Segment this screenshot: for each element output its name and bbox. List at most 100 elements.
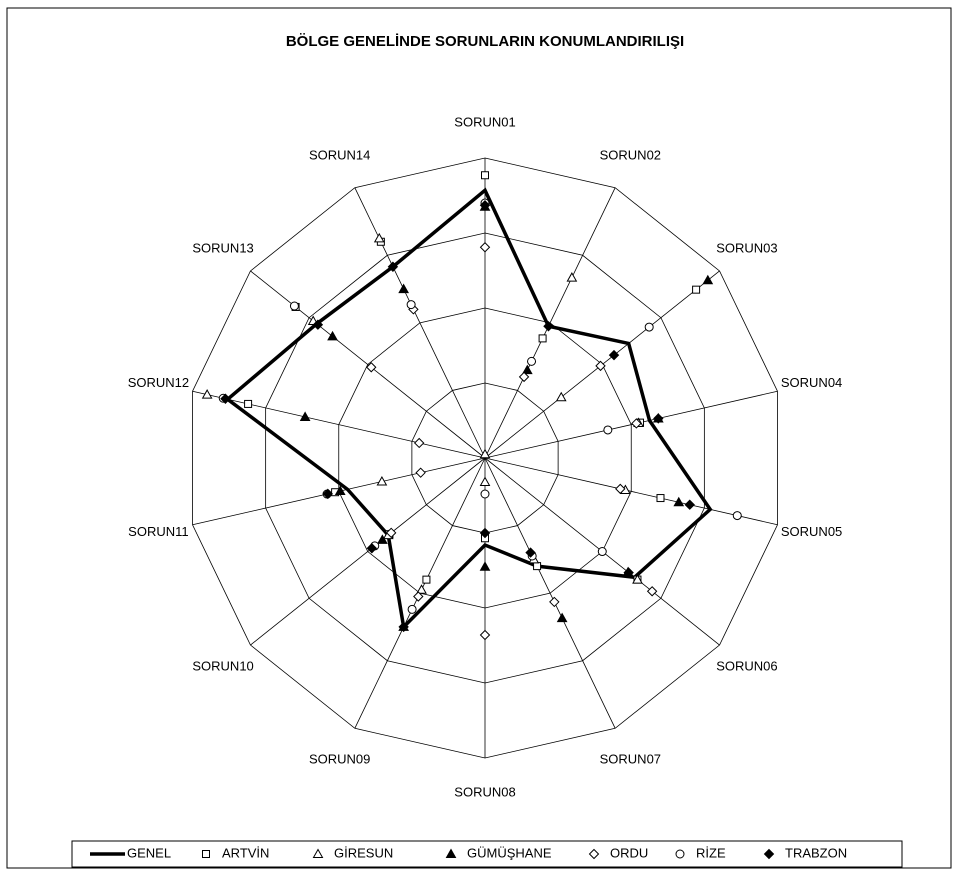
marker [595, 360, 606, 372]
spoke [484, 390, 778, 459]
marker [201, 389, 213, 399]
marker [479, 629, 491, 641]
spoke [354, 187, 486, 459]
marker [538, 334, 547, 343]
marker [684, 499, 695, 510]
marker [385, 527, 397, 539]
legend-marker [312, 848, 324, 858]
marker [479, 527, 491, 539]
legend-label: GÜMÜŞHANE [467, 845, 552, 860]
marker [732, 511, 742, 521]
marker [334, 485, 346, 496]
marker [615, 483, 626, 495]
marker [518, 371, 530, 383]
marker [289, 301, 299, 311]
spoke [250, 457, 486, 646]
legend-label: RİZE [696, 845, 726, 860]
axis-label: SORUN10 [192, 658, 253, 673]
marker [597, 547, 607, 557]
marker [644, 322, 654, 332]
axis-label: SORUN03 [716, 241, 777, 256]
marker [398, 621, 409, 633]
marker [376, 476, 388, 486]
marker [525, 547, 536, 558]
axis-label: SORUN05 [781, 524, 842, 539]
marker [407, 604, 417, 614]
marker [312, 319, 324, 330]
marker [322, 488, 333, 500]
marker [406, 300, 416, 310]
marker [416, 584, 427, 594]
marker [366, 543, 378, 554]
legend-marker [763, 848, 775, 860]
legend-label: GENEL [127, 845, 171, 860]
marker [549, 596, 560, 608]
spoke [484, 457, 616, 729]
legend-marker [675, 849, 685, 859]
chart-frame [6, 7, 952, 869]
legend-marker [202, 850, 210, 858]
marker [702, 274, 714, 285]
marker [631, 418, 642, 429]
axis-label: SORUN06 [716, 658, 777, 673]
marker [673, 496, 685, 507]
marker [480, 489, 490, 499]
marker [299, 411, 311, 421]
legend-label: GİRESUN [334, 845, 393, 860]
legend-label: TRABZON [785, 845, 847, 860]
marker [481, 171, 489, 180]
spoke [250, 270, 486, 459]
marker [479, 476, 491, 486]
axis-label: SORUN04 [781, 375, 842, 390]
marker [413, 591, 424, 602]
marker [623, 567, 634, 578]
legend-label: ORDU [610, 845, 648, 860]
marker [543, 321, 554, 332]
axis-label: SORUN07 [600, 751, 661, 766]
axis-label: SORUN14 [309, 148, 370, 163]
marker [366, 362, 377, 373]
axis-label: SORUN13 [192, 241, 253, 256]
marker [521, 364, 533, 375]
marker [646, 586, 658, 597]
marker [413, 437, 425, 449]
axis-label: SORUN12 [128, 375, 189, 390]
axis-label: SORUN01 [454, 114, 515, 129]
marker [327, 330, 338, 341]
legend-frame [71, 840, 903, 868]
marker [556, 612, 568, 623]
axis-label: SORUN11 [128, 524, 188, 539]
marker [479, 200, 491, 211]
spoke [192, 390, 486, 459]
marker [692, 285, 701, 294]
legend-marker [445, 848, 457, 858]
marker [555, 391, 567, 402]
marker [415, 467, 426, 478]
marker [479, 561, 491, 571]
marker [566, 272, 578, 282]
marker [373, 232, 385, 243]
marker [653, 413, 664, 424]
marker [244, 399, 253, 408]
chart-title: BÖLGE GENELİNDE SORUNLARIN KONUMLANDIRIL… [286, 33, 684, 50]
marker [422, 575, 431, 584]
axis-label: SORUN02 [600, 148, 661, 163]
marker [632, 574, 643, 584]
marker [656, 494, 665, 503]
marker [377, 534, 388, 544]
marker [387, 261, 399, 272]
axis-label: SORUN08 [454, 784, 515, 799]
axis-label: SORUN09 [309, 751, 370, 766]
marker [479, 242, 491, 253]
spoke [484, 457, 778, 526]
legend-label: ARTVİN [222, 845, 269, 860]
marker [533, 562, 542, 571]
series-line [224, 187, 713, 631]
marker [479, 448, 491, 459]
marker [398, 283, 410, 294]
marker [527, 356, 537, 366]
marker [603, 425, 613, 435]
marker [608, 349, 620, 361]
marker [220, 393, 231, 404]
